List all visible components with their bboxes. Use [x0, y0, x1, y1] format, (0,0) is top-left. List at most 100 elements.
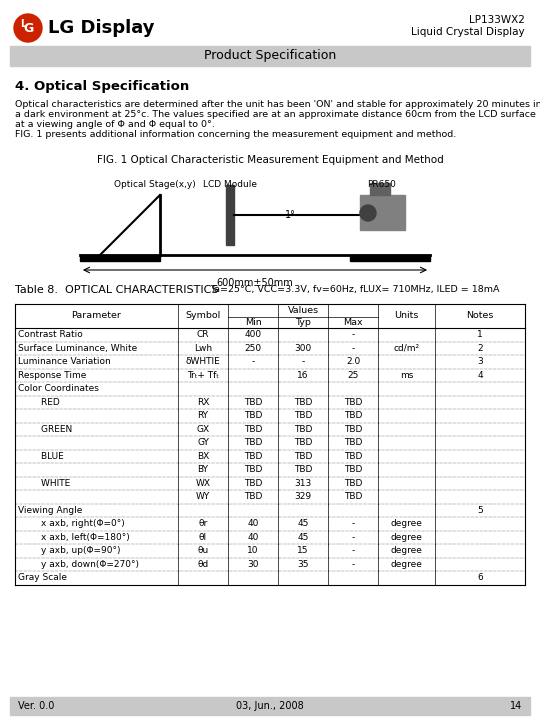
Text: Symbol: Symbol — [185, 312, 221, 320]
Text: FIG. 1 Optical Characteristic Measurement Equipment and Method: FIG. 1 Optical Characteristic Measuremen… — [97, 155, 443, 165]
Text: TBD: TBD — [344, 425, 362, 433]
Circle shape — [14, 14, 42, 42]
Text: δWHTIE: δWHTIE — [186, 357, 220, 366]
Text: Table 8.  OPTICAL CHARACTERISTICS: Table 8. OPTICAL CHARACTERISTICS — [15, 285, 219, 295]
Text: -: - — [352, 559, 355, 569]
Text: Luminance Variation: Luminance Variation — [18, 357, 111, 366]
Text: 300: 300 — [294, 343, 312, 353]
Text: cd/m²: cd/m² — [394, 343, 420, 353]
Text: CR: CR — [197, 330, 210, 339]
Text: degree: degree — [390, 533, 422, 541]
Text: 2: 2 — [477, 343, 483, 353]
Text: θd: θd — [198, 559, 208, 569]
Bar — [10, 46, 530, 66]
Text: 16: 16 — [297, 371, 309, 379]
Text: Liquid Crystal Display: Liquid Crystal Display — [411, 27, 525, 37]
Text: RED: RED — [18, 397, 60, 407]
Text: degree: degree — [390, 559, 422, 569]
Text: FIG. 1 presents additional information concerning the measurement equipment and : FIG. 1 presents additional information c… — [15, 130, 456, 139]
Text: Product Specification: Product Specification — [204, 50, 336, 63]
Text: TBD: TBD — [244, 479, 262, 487]
Text: 2.0: 2.0 — [346, 357, 360, 366]
Text: Contrast Ratio: Contrast Ratio — [18, 330, 83, 339]
Text: TBD: TBD — [294, 451, 312, 461]
Text: 4. Optical Specification: 4. Optical Specification — [15, 80, 189, 93]
Text: a dark environment at 25°c. The values specified are at an approximate distance : a dark environment at 25°c. The values s… — [15, 110, 536, 119]
Text: TBD: TBD — [344, 451, 362, 461]
Text: θr: θr — [198, 519, 207, 528]
Text: L: L — [20, 19, 26, 29]
Text: TBD: TBD — [344, 479, 362, 487]
Text: TBD: TBD — [294, 465, 312, 474]
Text: 4: 4 — [477, 371, 483, 379]
Text: x axb, right(Φ=0°): x axb, right(Φ=0°) — [18, 519, 125, 528]
Text: Units: Units — [394, 312, 418, 320]
Text: degree: degree — [390, 546, 422, 555]
Text: WX: WX — [195, 479, 211, 487]
Text: TBD: TBD — [244, 451, 262, 461]
Text: TBD: TBD — [244, 438, 262, 447]
Text: Values: Values — [287, 306, 319, 315]
Text: LG Display: LG Display — [48, 19, 154, 37]
Text: -: - — [352, 330, 355, 339]
Text: 40: 40 — [247, 533, 259, 541]
Text: 329: 329 — [294, 492, 312, 501]
Text: 6: 6 — [477, 573, 483, 582]
Text: Typ: Typ — [295, 318, 311, 327]
Text: BY: BY — [198, 465, 208, 474]
Text: 5: 5 — [477, 505, 483, 515]
Text: 313: 313 — [294, 479, 312, 487]
Text: Notes: Notes — [467, 312, 494, 320]
Text: TBD: TBD — [244, 492, 262, 501]
Text: WHITE: WHITE — [18, 479, 70, 487]
Text: BX: BX — [197, 451, 209, 461]
Text: TBD: TBD — [344, 397, 362, 407]
Text: Lwh: Lwh — [194, 343, 212, 353]
Text: TBD: TBD — [344, 492, 362, 501]
Text: 35: 35 — [297, 559, 309, 569]
Bar — [80, 255, 160, 261]
Text: 30: 30 — [247, 559, 259, 569]
Text: PR650: PR650 — [368, 180, 396, 189]
Text: -: - — [352, 546, 355, 555]
Text: 25: 25 — [347, 371, 359, 379]
Text: Optical characteristics are determined after the unit has been 'ON' and stable f: Optical characteristics are determined a… — [15, 100, 540, 109]
Text: LP133WX2: LP133WX2 — [469, 15, 525, 25]
Text: Parameter: Parameter — [72, 312, 122, 320]
Text: GREEN: GREEN — [18, 425, 72, 433]
Text: TBD: TBD — [344, 438, 362, 447]
Text: ms: ms — [400, 371, 413, 379]
Text: Color Coordinates: Color Coordinates — [18, 384, 99, 393]
Bar — [10, 697, 530, 715]
Text: y axb, up(Φ=90°): y axb, up(Φ=90°) — [18, 546, 120, 555]
Text: TBD: TBD — [294, 425, 312, 433]
Text: GY: GY — [197, 438, 209, 447]
Text: 1: 1 — [477, 330, 483, 339]
Text: 1°: 1° — [285, 210, 295, 220]
Text: -: - — [301, 357, 305, 366]
Text: 45: 45 — [298, 519, 309, 528]
Bar — [370, 183, 390, 195]
Text: 14: 14 — [510, 701, 522, 711]
Text: 15: 15 — [297, 546, 309, 555]
Text: Max: Max — [343, 318, 363, 327]
Text: y axb, down(Φ=270°): y axb, down(Φ=270°) — [18, 559, 139, 569]
Text: 3: 3 — [477, 357, 483, 366]
Text: 250: 250 — [245, 343, 261, 353]
Text: -: - — [352, 519, 355, 528]
Bar — [226, 185, 234, 245]
Text: TBD: TBD — [294, 411, 312, 420]
Text: WY: WY — [196, 492, 210, 501]
Text: Optical Stage(x,y): Optical Stage(x,y) — [114, 180, 196, 189]
Text: G: G — [24, 22, 34, 35]
Circle shape — [360, 205, 376, 221]
Text: BLUE: BLUE — [18, 451, 64, 461]
Text: at a viewing angle of Φ and Φ equal to 0°.: at a viewing angle of Φ and Φ equal to 0… — [15, 120, 215, 129]
Text: RX: RX — [197, 397, 209, 407]
Text: θl: θl — [199, 533, 207, 541]
Text: x axb, left(Φ=180°): x axb, left(Φ=180°) — [18, 533, 130, 541]
Text: 600mm±50mm: 600mm±50mm — [217, 278, 293, 288]
Text: Gray Scale: Gray Scale — [18, 573, 67, 582]
Text: degree: degree — [390, 519, 422, 528]
Text: TBD: TBD — [344, 411, 362, 420]
